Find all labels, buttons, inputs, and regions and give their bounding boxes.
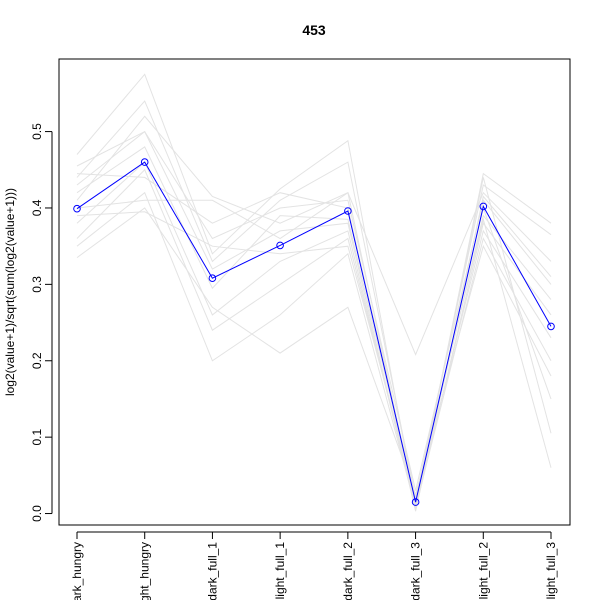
y-tick-label: 0.3 [30, 276, 44, 293]
x-axis: dark_hungry light_hungry dark_full_1 light_… [70, 531, 558, 600]
background-series-line-6 [76, 161, 552, 510]
background-series-line-8 [76, 191, 552, 510]
highlighted-series-group [73, 158, 555, 506]
y-tick-label: 0.1 [30, 428, 44, 445]
x-tick-label: dark_full_3 [409, 542, 423, 600]
background-series-line-4 [76, 130, 552, 491]
x-tick-label: light_full_1 [273, 542, 287, 600]
background-series-line-1 [76, 73, 552, 506]
background-series-group [76, 73, 552, 512]
data-point-light-hungry [140, 158, 149, 166]
background-series-line-5 [76, 146, 552, 503]
x-tick-label: dark_hungry [70, 542, 84, 600]
data-point-light-full-2 [479, 202, 488, 211]
y-axis-label: log2(value+1)/sqrt(sum(log2(value+1))) [3, 188, 17, 396]
data-point-dark-full-3 [411, 498, 420, 506]
data-point-light-full-1 [276, 241, 284, 250]
x-tick-label: light_full_3 [544, 542, 558, 600]
background-series-line-9 [76, 207, 552, 497]
x-tick-label: dark_full_1 [205, 542, 219, 600]
data-point-dark-full-1 [208, 274, 217, 283]
background-series-line-12 [76, 211, 552, 497]
data-point-light-full-3 [547, 322, 555, 331]
background-series-line-13 [76, 130, 552, 512]
chart-title: 453 [302, 22, 326, 38]
background-series-line-11 [76, 177, 552, 507]
y-tick-label: 0.4 [30, 199, 44, 216]
background-series-line-2 [76, 100, 552, 499]
y-tick-label: 0.2 [30, 352, 44, 369]
data-point-dark-full-2 [344, 207, 352, 215]
x-tick-label: light_full_2 [476, 542, 490, 600]
y-axis: 0.0 0.1 0.2 0.3 0.4 0.5 [30, 123, 53, 522]
background-series-line-3 [76, 115, 552, 356]
data-point-dark-hungry [73, 204, 81, 213]
x-tick-label: light_hungry [138, 542, 152, 600]
y-tick-label: 0.0 [30, 505, 44, 522]
plot-frame [58, 58, 571, 526]
x-tick-label: dark_full_2 [341, 542, 355, 600]
highlighted-series-line [76, 161, 552, 503]
background-series-line-7 [76, 168, 552, 505]
y-tick-label: 0.5 [30, 123, 44, 140]
